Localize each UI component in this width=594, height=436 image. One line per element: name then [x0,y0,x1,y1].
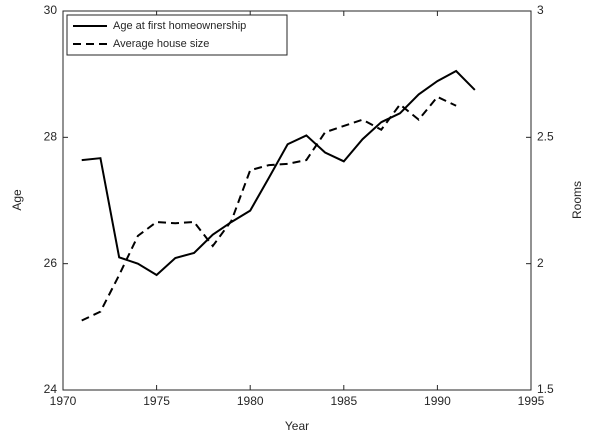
legend-label: Age at first homeownership [113,20,246,32]
x-tick-label: 1985 [330,394,357,408]
x-tick-label: 1980 [237,394,264,408]
x-axis-label: Year [285,419,309,433]
series-line [81,69,476,277]
x-tick-label: 1995 [518,394,545,408]
y2-axis-label: Rooms [570,181,584,219]
y-tick-label: 30 [44,3,58,17]
y-axis-label: Age [10,189,24,211]
y-tick-label: 24 [44,382,58,396]
plot-frame [62,10,532,391]
y2-tick-label: 3 [537,3,544,17]
x-tick-label: 1990 [424,394,451,408]
y2-tick-label: 1.5 [537,382,554,396]
x-tick-label: 1970 [50,394,77,408]
series-line [81,95,457,322]
y-tick-label: 28 [44,130,58,144]
y2-tick-label: 2 [537,256,544,270]
y2-tick-label: 2.5 [537,130,554,144]
legend-box [66,14,288,56]
legend-label: Average house size [113,38,209,50]
x-tick-label: 1975 [143,394,170,408]
y-tick-label: 26 [44,256,58,270]
